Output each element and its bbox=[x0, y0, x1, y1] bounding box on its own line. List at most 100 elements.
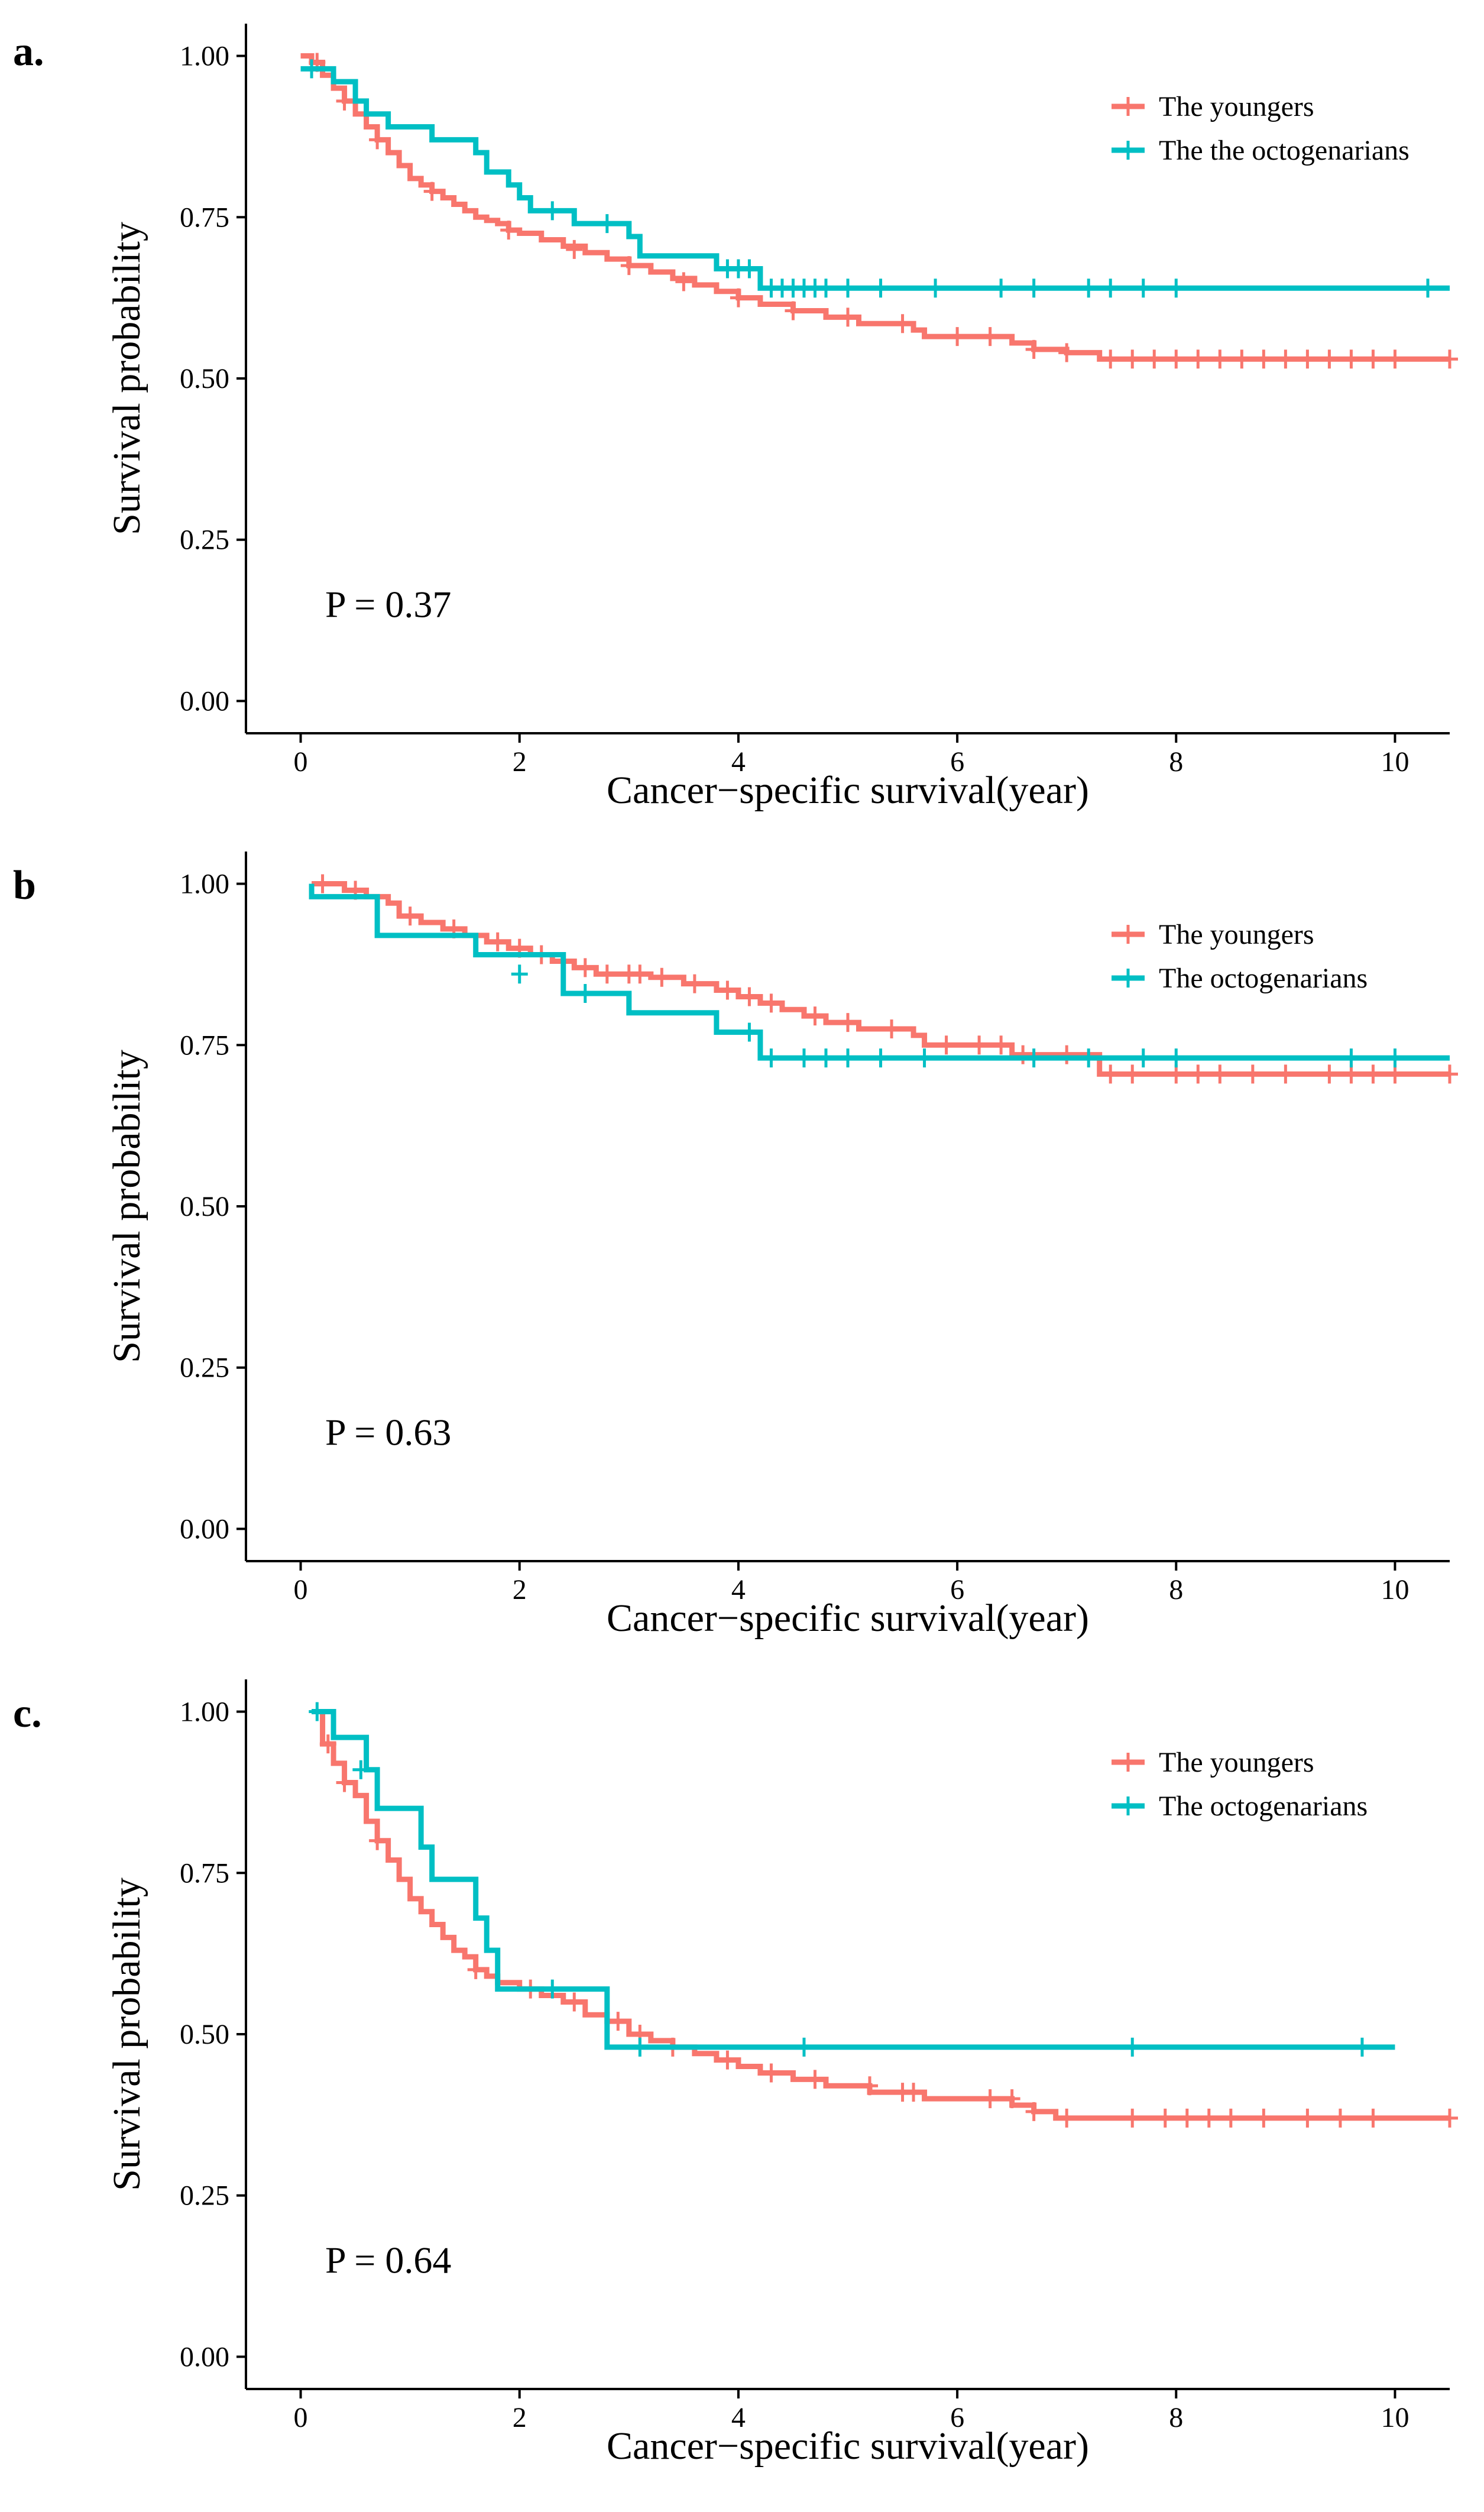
censor-mark bbox=[1386, 1064, 1404, 1084]
censor-mark bbox=[1146, 349, 1163, 369]
censor-mark bbox=[1058, 1045, 1075, 1064]
censor-mark bbox=[763, 2063, 780, 2083]
censor-mark bbox=[949, 327, 966, 347]
censor-mark bbox=[938, 1035, 955, 1055]
censor-mark bbox=[1025, 339, 1042, 359]
censor-mark bbox=[336, 1773, 353, 1792]
censor-mark bbox=[1277, 349, 1294, 369]
x-tick-label: 8 bbox=[1169, 746, 1183, 778]
y-tick-label: 1.00 bbox=[180, 41, 229, 72]
series-youngers bbox=[300, 53, 1458, 369]
censor-mark bbox=[1277, 1064, 1294, 1084]
censor-mark bbox=[763, 993, 780, 1013]
series-octogenarians bbox=[309, 883, 1450, 1068]
censor-mark bbox=[1255, 2108, 1272, 2128]
censor-mark bbox=[1135, 1048, 1152, 1068]
censor-mark bbox=[303, 59, 320, 79]
censor-mark bbox=[763, 1048, 780, 1068]
y-tick-label: 0.00 bbox=[180, 685, 229, 717]
legend-label: The the octogenarians bbox=[1159, 135, 1410, 166]
censor-mark bbox=[1168, 1048, 1185, 1068]
censor-mark bbox=[1353, 2037, 1370, 2057]
y-tick-label: 1.00 bbox=[180, 1697, 229, 1728]
x-tick-label: 6 bbox=[950, 746, 964, 778]
censor-mark bbox=[1211, 349, 1229, 369]
censor-mark bbox=[1200, 2108, 1217, 2128]
censor-mark bbox=[352, 1760, 370, 1779]
y-tick-label: 0.50 bbox=[180, 1191, 229, 1222]
censor-mark bbox=[817, 1048, 834, 1068]
y-axis-title: Survival probability bbox=[105, 222, 148, 535]
censor-mark bbox=[598, 964, 615, 984]
censor-mark bbox=[1168, 279, 1185, 298]
x-axis-title: Cancer−specific survival(year) bbox=[607, 2424, 1089, 2468]
censor-mark bbox=[610, 2012, 627, 2031]
y-tick-label: 0.00 bbox=[180, 1513, 229, 1545]
censor-mark bbox=[719, 980, 736, 1000]
km-panel-3: c. 0.00 0.25 0.50 0.75 1.00 0 2 4 6 8 10 Cancer−spec… bbox=[13, 1679, 1458, 2468]
y-tick-label: 0.00 bbox=[180, 2341, 229, 2372]
x-tick-label: 4 bbox=[731, 746, 746, 778]
x-tick-label: 0 bbox=[294, 1574, 308, 1605]
legend-label: The youngers bbox=[1159, 91, 1314, 122]
legend-label: The octogenarians bbox=[1159, 1791, 1368, 1822]
x-tick-label: 8 bbox=[1169, 1574, 1183, 1605]
legend-label: The youngers bbox=[1159, 919, 1314, 950]
censor-mark bbox=[544, 1979, 561, 1999]
censor-mark bbox=[576, 984, 594, 1003]
censor-mark bbox=[309, 1702, 326, 1721]
censor-mark bbox=[719, 2050, 736, 2070]
y-axis-title: Survival probability bbox=[105, 1050, 148, 1363]
censor-mark bbox=[598, 214, 615, 234]
x-tick-label: 0 bbox=[294, 2402, 308, 2433]
censor-mark bbox=[785, 301, 802, 321]
censor-mark bbox=[1168, 349, 1185, 369]
y-tick-label: 0.25 bbox=[180, 525, 229, 556]
censor-mark bbox=[1015, 1045, 1032, 1064]
censor-mark bbox=[1102, 349, 1119, 369]
censor-mark bbox=[795, 1048, 812, 1068]
x-tick-label: 2 bbox=[513, 2402, 527, 2433]
censor-mark bbox=[319, 1734, 336, 1754]
censor-mark bbox=[1124, 1064, 1141, 1084]
censor-mark bbox=[1156, 2108, 1174, 2128]
panel-label: c. bbox=[13, 1691, 42, 1736]
censor-mark bbox=[916, 1048, 933, 1068]
censor-mark bbox=[1321, 1064, 1338, 1084]
series-octogenarians bbox=[309, 1702, 1395, 2057]
censor-mark bbox=[741, 1022, 758, 1042]
censor-mark bbox=[1343, 1064, 1360, 1084]
censor-mark bbox=[1299, 349, 1316, 369]
censor-mark bbox=[631, 2037, 649, 2057]
censor-mark bbox=[981, 327, 999, 347]
censor-mark bbox=[1025, 2102, 1042, 2121]
censor-mark bbox=[1419, 279, 1436, 298]
censor-mark bbox=[1025, 1048, 1042, 1068]
censor-mark bbox=[1168, 1064, 1185, 1084]
y-tick-label: 1.00 bbox=[180, 869, 229, 900]
censor-mark bbox=[1365, 2108, 1382, 2128]
censor-mark bbox=[566, 1992, 583, 2012]
censor-mark bbox=[872, 279, 889, 298]
panel-label: a. bbox=[13, 29, 44, 75]
censor-mark bbox=[1102, 279, 1119, 298]
censor-mark bbox=[1190, 349, 1207, 369]
censor-mark bbox=[806, 2070, 824, 2089]
x-tick-label: 0 bbox=[294, 746, 308, 778]
censor-mark bbox=[840, 1048, 856, 1068]
censor-mark bbox=[741, 987, 758, 1006]
censor-mark bbox=[369, 130, 386, 150]
x-tick-label: 10 bbox=[1381, 1574, 1409, 1605]
y-tick-label: 0.25 bbox=[180, 2180, 229, 2212]
censor-mark bbox=[544, 201, 561, 221]
censor-mark bbox=[1343, 1048, 1360, 1068]
censor-mark bbox=[1343, 349, 1360, 369]
censor-mark bbox=[840, 1013, 856, 1032]
censor-mark bbox=[631, 964, 649, 984]
legend-label: The octogenarians bbox=[1159, 963, 1368, 994]
censor-mark bbox=[905, 2083, 922, 2102]
censor-mark bbox=[795, 2037, 812, 2057]
censor-mark bbox=[620, 256, 637, 276]
censor-mark bbox=[883, 1019, 900, 1038]
